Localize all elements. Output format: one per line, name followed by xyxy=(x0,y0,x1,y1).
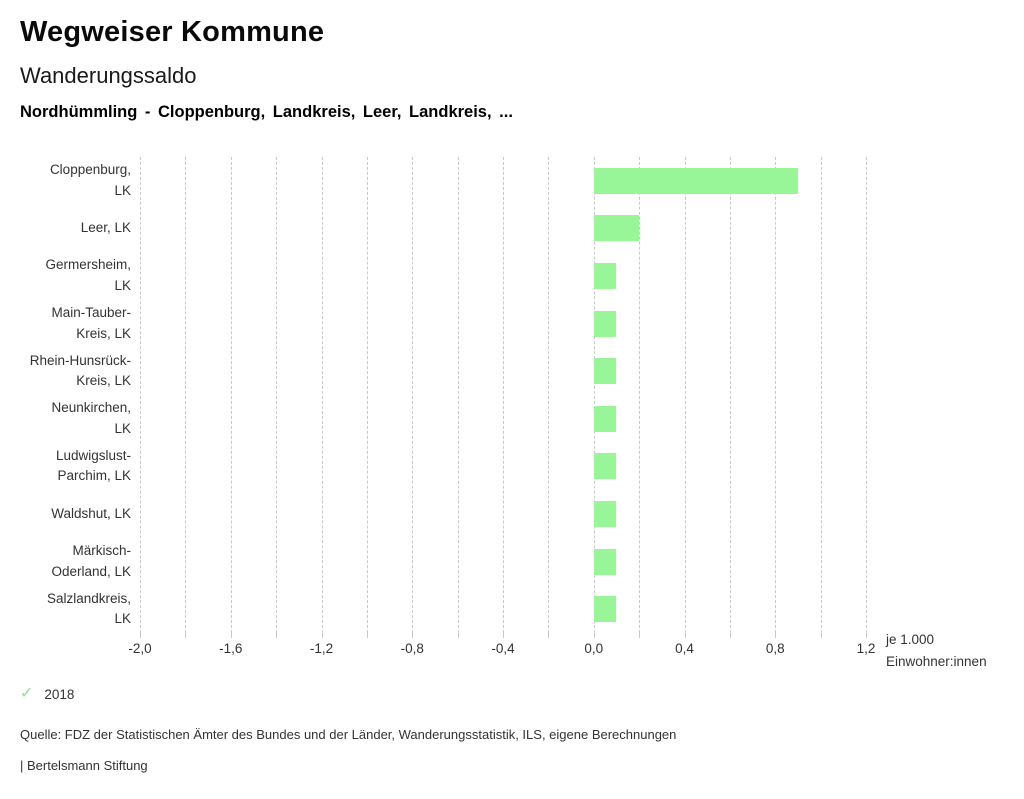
category-label: Salzlandkreis, LK xyxy=(46,590,131,627)
axis-tick xyxy=(820,633,822,638)
category-label: Main-Tauber- Kreis, LK xyxy=(51,305,131,341)
axis-tick xyxy=(729,633,731,638)
bar[interactable] xyxy=(593,167,798,194)
axis-tick xyxy=(684,633,686,638)
gridline xyxy=(503,157,504,633)
gridline xyxy=(412,157,414,633)
bar[interactable] xyxy=(593,501,617,527)
axis-tick xyxy=(503,633,504,638)
legend-item-2018[interactable]: ✓ 2018 xyxy=(20,686,74,702)
chart-title: Wanderungssaldo xyxy=(20,63,197,88)
axis-tick xyxy=(321,633,323,638)
x-axis-unit-line-1: je 1.000 xyxy=(886,632,935,647)
axis-tick xyxy=(866,633,867,638)
x-tick-label: 1,2 xyxy=(856,641,876,656)
category-label: Waldshut, LK xyxy=(51,505,131,521)
gridline xyxy=(140,157,141,633)
axis-tick xyxy=(366,633,368,638)
axis-tick xyxy=(412,633,414,638)
category-label: Leer, LK xyxy=(80,220,131,236)
category-label: Neunkirchen, LK xyxy=(51,400,131,436)
gridline xyxy=(775,157,777,633)
axis-tick xyxy=(185,633,187,638)
gridline xyxy=(729,157,731,633)
x-axis-unit-label: je 1.000 Einwohner:innen xyxy=(886,629,987,672)
category-label: Ludwigslust- Parchim, LK xyxy=(55,447,131,484)
gridline xyxy=(321,157,323,633)
axis-tick xyxy=(548,633,550,638)
x-tick-label: 0,0 xyxy=(584,641,604,656)
bar[interactable] xyxy=(593,596,617,623)
category-label: Germersheim, LK xyxy=(45,257,131,293)
gridline xyxy=(185,157,187,633)
x-tick-label: 0,4 xyxy=(675,641,694,656)
attribution-text: | Bertelsmann Stiftung xyxy=(20,758,148,773)
bar[interactable] xyxy=(593,405,617,432)
bar[interactable] xyxy=(593,358,617,385)
category-label: Rhein-Hunsrück- Kreis, LK xyxy=(29,352,131,389)
gridline xyxy=(230,157,232,633)
legend-label: 2018 xyxy=(44,686,75,702)
gridline xyxy=(820,157,822,633)
source-text: Quelle: FDZ der Statistischen Ämter des … xyxy=(20,727,677,742)
bar[interactable] xyxy=(593,548,617,575)
gridline xyxy=(639,157,641,633)
x-axis-unit-line-2: Einwohner:innen xyxy=(886,653,987,669)
page-title: Wegweiser Kommune xyxy=(20,16,325,48)
x-tick-label: -0,8 xyxy=(400,641,424,656)
gridline xyxy=(276,157,278,633)
axis-tick xyxy=(639,633,641,638)
chart-plot: -2,0 -1,6 -1,2 -0,8 -0,4 0,0 0,4 0,8 1,2 Cloppenb… xyxy=(29,157,876,656)
bar[interactable] xyxy=(593,263,617,289)
x-tick-label: 0,8 xyxy=(765,641,785,656)
gridline xyxy=(366,157,368,633)
axis-tick xyxy=(775,633,777,638)
category-label: Märkisch- Oderland, LK xyxy=(51,543,131,579)
x-tick-label: -1,2 xyxy=(309,641,334,656)
bar[interactable] xyxy=(593,310,617,337)
axis-tick xyxy=(230,633,232,638)
x-tick-label: -2,0 xyxy=(128,641,152,656)
gridline xyxy=(684,157,686,633)
chart-subtitle-selection: Nordhümmling - Cloppenburg, Landkreis, L… xyxy=(20,103,513,121)
axis-tick xyxy=(276,633,278,638)
bar[interactable] xyxy=(593,453,617,480)
axis-tick xyxy=(457,633,459,638)
bar[interactable] xyxy=(593,215,640,242)
category-label: Cloppenburg, LK xyxy=(49,162,131,198)
x-tick-label: -0,4 xyxy=(491,641,515,656)
gridline xyxy=(457,157,459,633)
axis-tick xyxy=(593,633,595,638)
gridline xyxy=(866,157,867,633)
gridline xyxy=(548,157,550,633)
x-tick-label: -1,6 xyxy=(219,641,243,656)
checkmark-icon: ✓ xyxy=(20,685,34,702)
axis-tick xyxy=(140,633,141,638)
gridline xyxy=(593,157,595,633)
